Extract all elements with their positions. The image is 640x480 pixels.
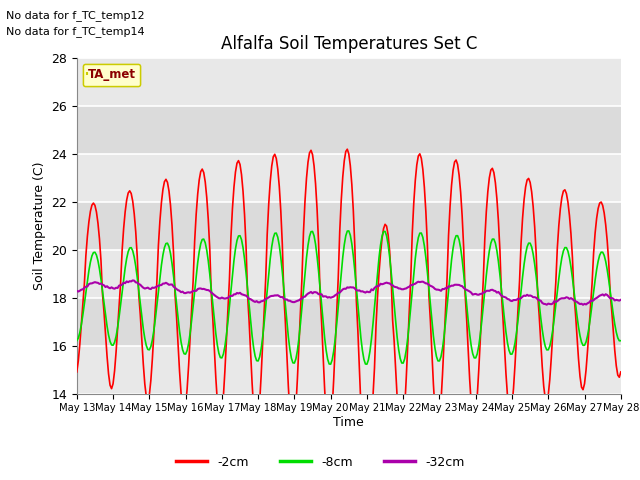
Legend: TA_met: TA_met [83, 63, 140, 86]
Text: No data for f_TC_temp14: No data for f_TC_temp14 [6, 26, 145, 37]
Text: No data for f_TC_temp12: No data for f_TC_temp12 [6, 10, 145, 21]
Bar [77, 202, 621, 250]
Legend: -2cm, -8cm, -32cm: -2cm, -8cm, -32cm [171, 451, 469, 474]
Title: Alfalfa Soil Temperatures Set C: Alfalfa Soil Temperatures Set C [221, 35, 477, 53]
Y-axis label: Soil Temperature (C): Soil Temperature (C) [33, 161, 45, 290]
Bar [77, 106, 621, 154]
Bar [77, 298, 621, 346]
X-axis label: Time: Time [333, 416, 364, 429]
